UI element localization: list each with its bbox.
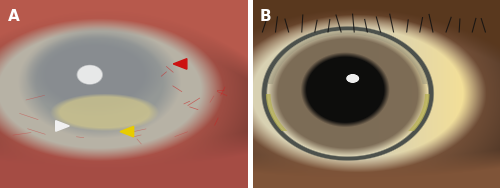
- Polygon shape: [174, 59, 187, 69]
- Text: A: A: [8, 9, 19, 24]
- Polygon shape: [120, 126, 134, 137]
- Polygon shape: [56, 121, 70, 131]
- Text: B: B: [260, 9, 272, 24]
